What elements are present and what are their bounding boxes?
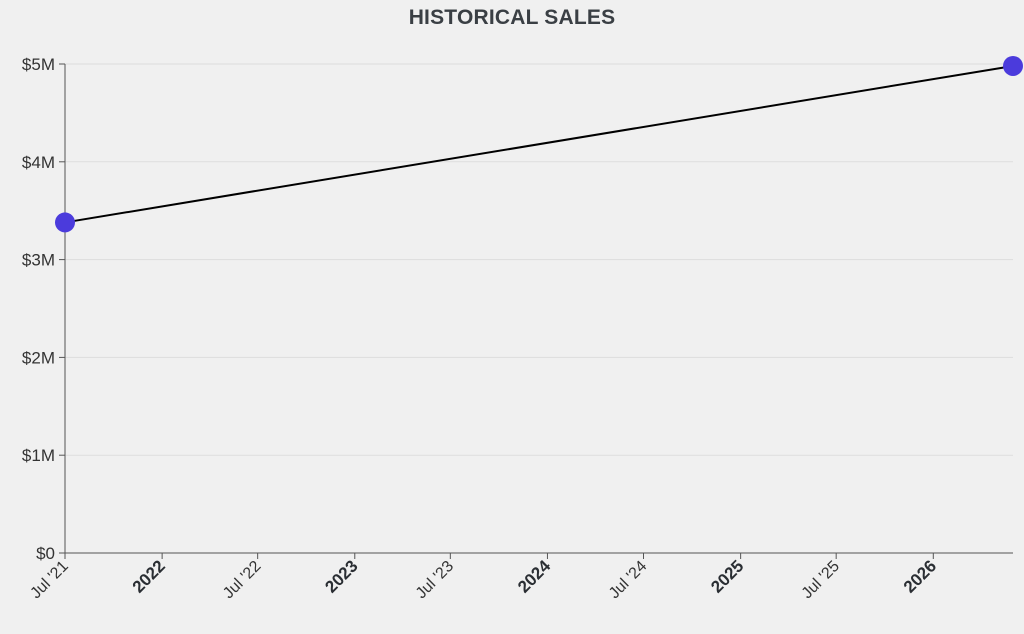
chart-title: HISTORICAL SALES bbox=[408, 6, 616, 29]
y-tick-label: $2M bbox=[22, 348, 55, 367]
x-tick-label: 2024 bbox=[514, 556, 555, 597]
data-point[interactable] bbox=[1003, 55, 1023, 76]
x-tick-label: Jul '21 bbox=[27, 558, 71, 602]
series-line bbox=[64, 64, 1014, 224]
y-tick-label: $1M bbox=[22, 446, 55, 465]
y-tick-label: $3M bbox=[22, 251, 55, 270]
x-tick-label: 2026 bbox=[900, 556, 940, 596]
x-tick-label: 2023 bbox=[321, 556, 361, 596]
y-tick-label: $0 bbox=[36, 544, 55, 563]
x-tick-label: Jul '24 bbox=[606, 558, 650, 602]
y-tick-label: $5M bbox=[22, 55, 55, 74]
data-point[interactable] bbox=[55, 212, 75, 233]
x-tick-label: Jul '23 bbox=[413, 558, 457, 602]
x-tick-label: Jul '22 bbox=[220, 558, 264, 602]
x-tick-label: Jul '25 bbox=[799, 558, 843, 602]
y-tick-label: $4M bbox=[22, 153, 55, 172]
x-tick-label: 2025 bbox=[707, 556, 747, 596]
x-tick-label: 2022 bbox=[129, 556, 169, 596]
